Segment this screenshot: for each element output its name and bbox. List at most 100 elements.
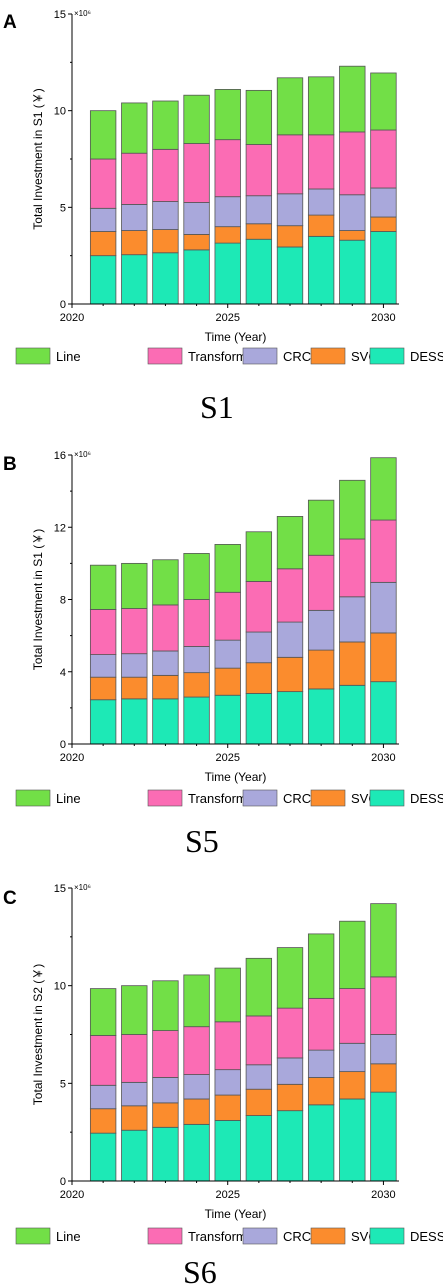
bar-segment-crc: [214, 639, 241, 669]
bar-segment-dess: [339, 684, 366, 745]
bar-segment-dess: [152, 698, 179, 745]
bar-segment-transformer: [152, 1030, 179, 1078]
chart-panel-a: A 0 5 10 15 2020 2025 2030 ×10⁶ Time (Year) Total …: [3, 9, 443, 425]
legend-swatch-svc: [310, 347, 346, 365]
bar-segment-svc: [245, 662, 273, 694]
bar-segment-crc: [183, 1074, 210, 1100]
bar-segment-crc: [121, 653, 148, 678]
y-tick-label: 10: [54, 106, 66, 118]
x-tick-label: 2025: [215, 752, 239, 764]
legend-swatch-dess: [369, 347, 405, 365]
legend-swatch-svc: [310, 789, 346, 807]
x-tick-label: 2030: [371, 752, 395, 764]
bar-segment-crc: [245, 631, 273, 664]
bar-segment-svc: [152, 674, 179, 700]
x-tick-label: 2020: [60, 752, 84, 764]
bar-segment-dess: [89, 1132, 117, 1182]
bar-segment-transformer: [183, 143, 210, 203]
bar-segment-transformer: [245, 144, 273, 197]
bar-segment-crc: [307, 609, 335, 651]
y-axis-title: Total Investment in S1 (￥): [31, 529, 45, 670]
panel-letter: C: [3, 888, 17, 909]
bar-segment-dess: [245, 238, 273, 305]
y-tick-label: 4: [60, 667, 66, 679]
bar-segment-crc: [121, 204, 148, 231]
bar-segment-dess: [214, 242, 241, 305]
bar-segment-transformer: [121, 1034, 148, 1083]
bar-segment-svc: [276, 1083, 304, 1112]
bar-segment-dess: [121, 698, 148, 745]
bar-segment-crc: [276, 193, 304, 227]
bar-segment-crc: [152, 650, 179, 676]
y-tick-label: 12: [54, 522, 66, 534]
bar-segment-crc: [121, 1081, 148, 1107]
bar-segment-crc: [370, 581, 397, 634]
bar-segment-line: [307, 76, 335, 136]
bar-segment-line: [245, 957, 273, 1017]
y-tick-label: 0: [60, 739, 66, 751]
bar-segment-crc: [214, 196, 241, 228]
bar-segment-svc: [183, 672, 210, 698]
y-multiplier-label: ×10⁶: [74, 9, 91, 18]
bar-segment-svc: [152, 229, 179, 254]
bar-segment-dess: [183, 1123, 210, 1182]
bar-segment-line: [276, 947, 304, 1009]
bar-segment-svc: [307, 1077, 335, 1106]
bar-segment-transformer: [245, 1015, 273, 1066]
x-tick-label: 2030: [371, 312, 395, 324]
bar-segment-crc: [307, 1049, 335, 1078]
bar-segment-dess: [307, 235, 335, 305]
y-tick-label: 15: [54, 883, 66, 895]
bar-segment-transformer: [89, 1035, 117, 1086]
bar-segment-svc: [121, 1105, 148, 1131]
bar-segment-transformer: [339, 988, 366, 1044]
legend-label-line: Line: [56, 1229, 81, 1244]
bar-segment-dess: [121, 1129, 148, 1182]
bar-segment-transformer: [121, 608, 148, 655]
bar-segment-dess: [339, 1098, 366, 1182]
bar-segment-dess: [339, 239, 366, 305]
bar-segment-crc: [214, 1069, 241, 1096]
y-axis-title: Total Investment in S2 (￥): [31, 964, 45, 1105]
bar-segment-line: [183, 553, 210, 600]
bar-segment-svc: [339, 1071, 366, 1100]
bar-segment-transformer: [370, 519, 397, 583]
bar-segment-svc: [89, 676, 117, 701]
y-tick-label: 0: [60, 299, 66, 311]
bar-segment-dess: [307, 688, 335, 745]
bar-segment-line: [214, 89, 241, 141]
bar-segment-transformer: [121, 152, 148, 205]
bar-segment-line: [183, 974, 210, 1028]
legend-label-transformer: Transformer: [188, 1229, 259, 1244]
bar-segment-dess: [152, 252, 179, 305]
bar-segment-svc: [370, 1063, 397, 1093]
bar-segment-line: [339, 920, 366, 990]
bar-segment-svc: [245, 223, 273, 240]
bar-segment-line: [89, 110, 117, 160]
bar-segment-svc: [214, 667, 241, 696]
y-tick-label: 10: [54, 981, 66, 993]
bar-segment-crc: [152, 1077, 179, 1104]
bar-segment-dess: [245, 1115, 273, 1182]
legend-swatch-svc: [310, 1227, 346, 1245]
legend-label-line: Line: [56, 791, 81, 806]
y-tick-label: 5: [60, 1078, 66, 1090]
legend: Line Transformer CRC SVC DESS: [15, 789, 443, 807]
bar-segment-transformer: [370, 976, 397, 1035]
legend-swatch-crc: [242, 789, 278, 807]
bar-segment-crc: [89, 1084, 117, 1110]
bar-segment-transformer: [307, 554, 335, 611]
legend-swatch-crc: [242, 1227, 278, 1245]
x-tick-label: 2025: [215, 1189, 239, 1201]
bar-segment-transformer: [339, 131, 366, 196]
legend-swatch-line: [15, 789, 51, 807]
bar-segment-transformer: [307, 997, 335, 1051]
bar-segment-crc: [152, 201, 179, 230]
bar-segment-transformer: [183, 599, 210, 647]
bar-segment-dess: [89, 255, 117, 305]
bar-segment-transformer: [276, 1007, 304, 1059]
y-tick-label: 8: [60, 595, 66, 607]
bar-segment-line: [339, 65, 366, 133]
bar-segment-svc: [121, 676, 148, 700]
